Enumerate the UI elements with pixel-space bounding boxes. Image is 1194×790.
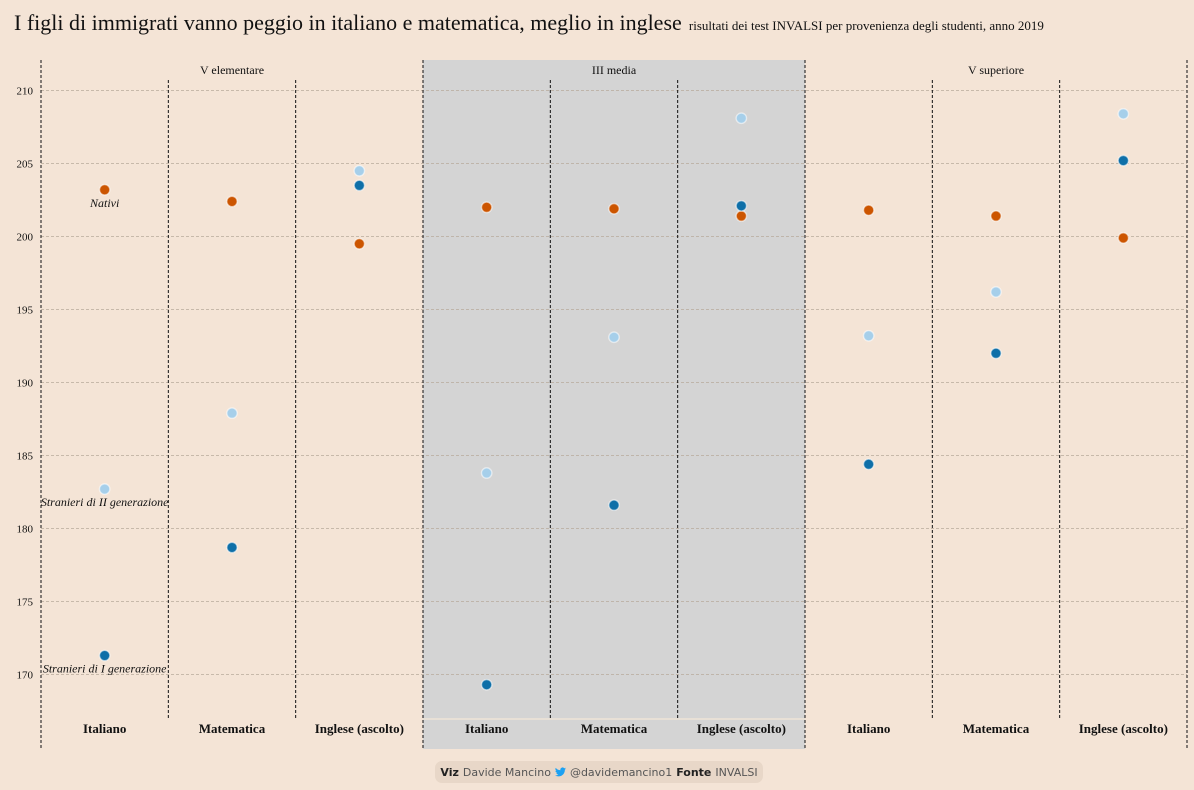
data-point-stranieri-di-i-generazione bbox=[862, 458, 875, 471]
x-tick-label: Inglese (ascolto) bbox=[315, 721, 404, 736]
y-tick-label: 205 bbox=[17, 159, 34, 171]
data-point-stranieri-di-ii-generazione bbox=[990, 286, 1002, 298]
x-tick-label: Matematica bbox=[199, 721, 266, 736]
y-tick-label: 175 bbox=[17, 597, 34, 609]
viz-label: Viz bbox=[440, 765, 459, 779]
y-axis: 170 175 180 185 190 195 200 205 210 bbox=[17, 86, 34, 682]
group-label: V superiore bbox=[968, 63, 1024, 77]
data-point-nativi bbox=[1117, 232, 1130, 244]
data-point-nativi bbox=[608, 202, 620, 215]
series-annotation: Stranieri di I generazione bbox=[43, 662, 167, 676]
x-tick-label: Matematica bbox=[963, 721, 1030, 736]
data-point-nativi bbox=[735, 210, 748, 222]
chart-header: I figli di immigrati vanno peggio in ita… bbox=[14, 10, 1044, 36]
y-tick-label: 190 bbox=[17, 378, 34, 390]
y-tick-label: 180 bbox=[17, 524, 34, 536]
viz-author: Davide Mancino bbox=[462, 765, 551, 779]
x-tick-label: Italiano bbox=[847, 721, 890, 736]
data-point-stranieri-di-i-generazione bbox=[735, 199, 748, 212]
y-tick-label: 210 bbox=[17, 86, 34, 98]
data-point-stranieri-di-i-generazione bbox=[1117, 154, 1130, 167]
y-tick-label: 185 bbox=[17, 451, 34, 463]
group-label: III media bbox=[592, 63, 637, 77]
data-point-stranieri-di-ii-generazione bbox=[735, 112, 748, 125]
data-point-stranieri-di-ii-generazione bbox=[1117, 107, 1130, 120]
x-tick-label: Italiano bbox=[83, 721, 126, 736]
source-label: Fonte bbox=[676, 765, 712, 779]
series-annotation: Nativi bbox=[89, 196, 119, 210]
x-tick-label: Inglese (ascolto) bbox=[1079, 721, 1168, 736]
data-point-stranieri-di-i-generazione bbox=[990, 347, 1002, 360]
data-point-stranieri-di-i-generazione bbox=[226, 541, 238, 554]
data-points bbox=[98, 107, 1130, 691]
data-point-nativi bbox=[226, 195, 238, 208]
data-point-stranieri-di-i-generazione bbox=[353, 179, 366, 192]
twitter-handle[interactable]: @davidemancino1 bbox=[569, 765, 673, 779]
data-point-stranieri-di-i-generazione bbox=[480, 678, 493, 691]
data-point-nativi bbox=[98, 183, 111, 196]
chart-labels: V elementare III media V superiore Italiano… bbox=[41, 63, 1168, 736]
data-point-stranieri-di-ii-generazione bbox=[226, 407, 238, 420]
column-dividers bbox=[40, 60, 1188, 749]
data-point-stranieri-di-ii-generazione bbox=[862, 329, 875, 342]
highlight-panel bbox=[423, 60, 805, 749]
chart-title: I figli di immigrati vanno peggio in ita… bbox=[14, 10, 682, 35]
data-point-nativi bbox=[862, 204, 875, 217]
series-annotation: Stranieri di II generazione bbox=[41, 495, 169, 509]
x-tick-label: Inglese (ascolto) bbox=[697, 721, 786, 736]
twitter-bird-icon bbox=[554, 767, 566, 777]
data-point-stranieri-di-i-generazione bbox=[608, 499, 620, 512]
credits-footer: Viz Davide Mancino @davidemancino1 Fonte… bbox=[435, 761, 763, 783]
x-tick-label: Italiano bbox=[465, 721, 508, 736]
data-point-stranieri-di-ii-generazione bbox=[98, 483, 111, 495]
data-point-nativi bbox=[353, 237, 366, 250]
data-point-nativi bbox=[990, 210, 1002, 222]
chart-subtitle: risultati dei test INVALSI per provenien… bbox=[688, 18, 1044, 33]
data-point-stranieri-di-ii-generazione bbox=[480, 467, 493, 479]
dot-plot-chart: 170 175 180 185 190 195 200 205 210 V elementare… bbox=[17, 60, 1188, 749]
data-point-nativi bbox=[480, 201, 493, 214]
data-point-stranieri-di-i-generazione bbox=[98, 649, 111, 662]
y-tick-label: 195 bbox=[17, 305, 34, 317]
gridlines bbox=[41, 90, 1187, 675]
data-point-stranieri-di-ii-generazione bbox=[608, 331, 620, 344]
source-value: INVALSI bbox=[715, 765, 758, 779]
data-point-stranieri-di-ii-generazione bbox=[353, 164, 366, 177]
y-tick-label: 200 bbox=[17, 232, 34, 244]
y-tick-label: 170 bbox=[17, 670, 34, 682]
panel-backgrounds bbox=[423, 60, 805, 749]
x-tick-label: Matematica bbox=[581, 721, 648, 736]
group-label: V elementare bbox=[200, 63, 264, 77]
